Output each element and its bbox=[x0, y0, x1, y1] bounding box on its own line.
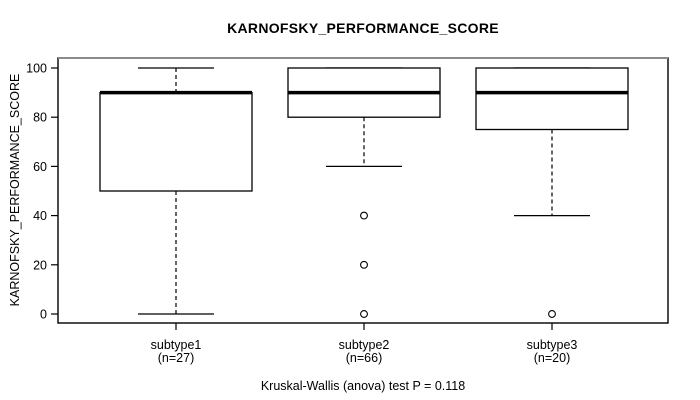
x-group-n-label: (n=66) bbox=[346, 351, 382, 365]
x-group-label: subtype3 bbox=[527, 338, 578, 352]
x-group-n-label: (n=20) bbox=[534, 351, 570, 365]
stat-test-caption: Kruskal-Wallis (anova) test P = 0.118 bbox=[260, 379, 466, 393]
box bbox=[475, 67, 629, 131]
x-group-label: subtype2 bbox=[339, 338, 390, 352]
y-tick-label: 60 bbox=[33, 160, 47, 174]
x-group-label: subtype1 bbox=[151, 338, 202, 352]
y-tick-label: 80 bbox=[33, 111, 47, 125]
y-tick-label: 20 bbox=[33, 258, 47, 272]
x-group-n-label: (n=27) bbox=[158, 351, 194, 365]
box bbox=[99, 91, 253, 192]
y-tick-label: 0 bbox=[40, 308, 47, 322]
outlier-point bbox=[360, 310, 368, 318]
outlier-point bbox=[360, 211, 368, 220]
y-tick-label: 100 bbox=[26, 62, 47, 76]
outlier-point bbox=[360, 260, 368, 269]
chart-title: KARNOFSKY_PERFORMANCE_SCORE bbox=[227, 20, 499, 36]
y-tick-label: 40 bbox=[33, 209, 47, 223]
outlier-point bbox=[548, 310, 556, 318]
